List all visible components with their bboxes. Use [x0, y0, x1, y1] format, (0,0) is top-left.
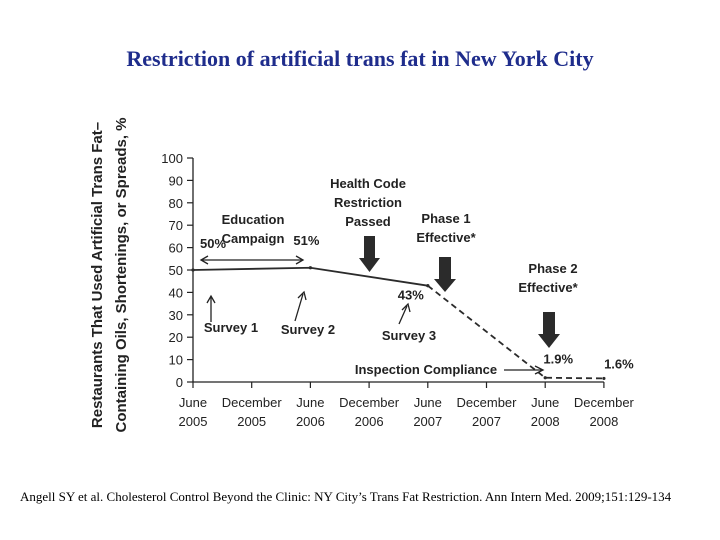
y-tick-label: 30 [169, 308, 183, 323]
x-tick-label-month: June [179, 395, 207, 410]
x-tick-label-year: 2008 [589, 414, 618, 429]
education-label-line-2: Campaign [222, 231, 285, 246]
x-tick-label-month: June [531, 395, 559, 410]
inspection-arrowhead-icon [534, 365, 545, 375]
x-tick-label-month: December [222, 395, 283, 410]
data-label: 50% [200, 236, 226, 251]
inspection-label: Inspection Compliance [355, 362, 497, 377]
x-tick-label-month: December [574, 395, 635, 410]
y-tick-label: 70 [169, 218, 183, 233]
survey1-arrowhead-icon [206, 294, 216, 304]
data-label: 43% [398, 288, 424, 303]
phase2-label-line-2: Effective* [518, 280, 578, 295]
survey1-label: Survey 1 [204, 320, 258, 335]
trans-fat-chart: Restaurants That Used Artificial Trans F… [89, 117, 635, 432]
y-tick-label: 40 [169, 285, 183, 300]
data-point [308, 266, 312, 270]
y-tick-label: 60 [169, 241, 183, 256]
x-tick-label-month: December [457, 395, 518, 410]
x-tick-label-month: June [296, 395, 324, 410]
survey3-arrowhead-icon [401, 302, 411, 313]
x-ticks: June 2005 December 2005 June 2006 December 2006… [179, 382, 635, 429]
y-tick-label: 100 [161, 151, 183, 166]
phase1-label-line-2: Effective* [416, 230, 476, 245]
survey2-label: Survey 2 [281, 322, 335, 337]
y-axis-label-line-1: Restaurants That Used Artificial Trans F… [89, 122, 106, 428]
data-point [426, 284, 430, 288]
phase1-label-line-1: Phase 1 [421, 211, 470, 226]
data-label: 1.6% [604, 356, 634, 371]
data-point [602, 376, 606, 381]
x-tick-label-year: 2007 [413, 414, 442, 429]
data-point [543, 376, 547, 380]
data-point [191, 268, 195, 272]
y-tick-label: 0 [176, 375, 183, 390]
series-line-1 [192, 266, 428, 287]
citation: Angell SY et al. Cholesterol Control Bey… [20, 489, 672, 504]
x-tick-label-year: 2008 [531, 414, 560, 429]
y-tick-label: 90 [169, 173, 183, 188]
x-tick-label-year: 2005 [237, 414, 266, 429]
y-ticks: 0 10 20 30 40 50 60 70 80 90 100 [161, 151, 193, 390]
survey3-label: Survey 3 [382, 328, 436, 343]
health-code-label-line-3: Passed [345, 214, 391, 229]
y-tick-label: 10 [169, 353, 183, 368]
y-tick-label: 80 [169, 196, 183, 211]
x-tick-label-year: 2005 [179, 414, 208, 429]
y-tick-label: 50 [169, 263, 183, 278]
data-labels: 50% 51% 43% 1.9% 1.6% [200, 233, 634, 372]
health-code-label-line-1: Health Code [330, 176, 406, 191]
phase2-label-line-1: Phase 2 [528, 261, 577, 276]
phase1-arrow-icon [434, 257, 456, 292]
x-tick-label-year: 2007 [472, 414, 501, 429]
data-label: 51% [293, 233, 319, 248]
health-code-arrow-icon [359, 236, 380, 272]
survey2-arrowhead-icon [297, 290, 307, 301]
education-label-line-1: Education [222, 212, 285, 227]
data-label: 1.9% [543, 352, 573, 367]
y-axis-label-line-2: Containing Oils, Shortenings, or Spreads… [113, 117, 130, 432]
page-title: Restriction of artificial trans fat in N… [126, 46, 594, 71]
x-tick-label-month: June [414, 395, 442, 410]
survey2-arrow [294, 293, 304, 322]
phase2-arrow-icon [538, 312, 560, 348]
education-span-arrow [199, 255, 305, 265]
x-tick-label-year: 2006 [355, 414, 384, 429]
x-tick-label-month: December [339, 395, 400, 410]
y-tick-label: 20 [169, 330, 183, 345]
health-code-label-line-2: Restriction [334, 195, 402, 210]
x-tick-label-year: 2006 [296, 414, 325, 429]
survey3-arrow [398, 305, 408, 325]
series-lines [191, 266, 606, 381]
